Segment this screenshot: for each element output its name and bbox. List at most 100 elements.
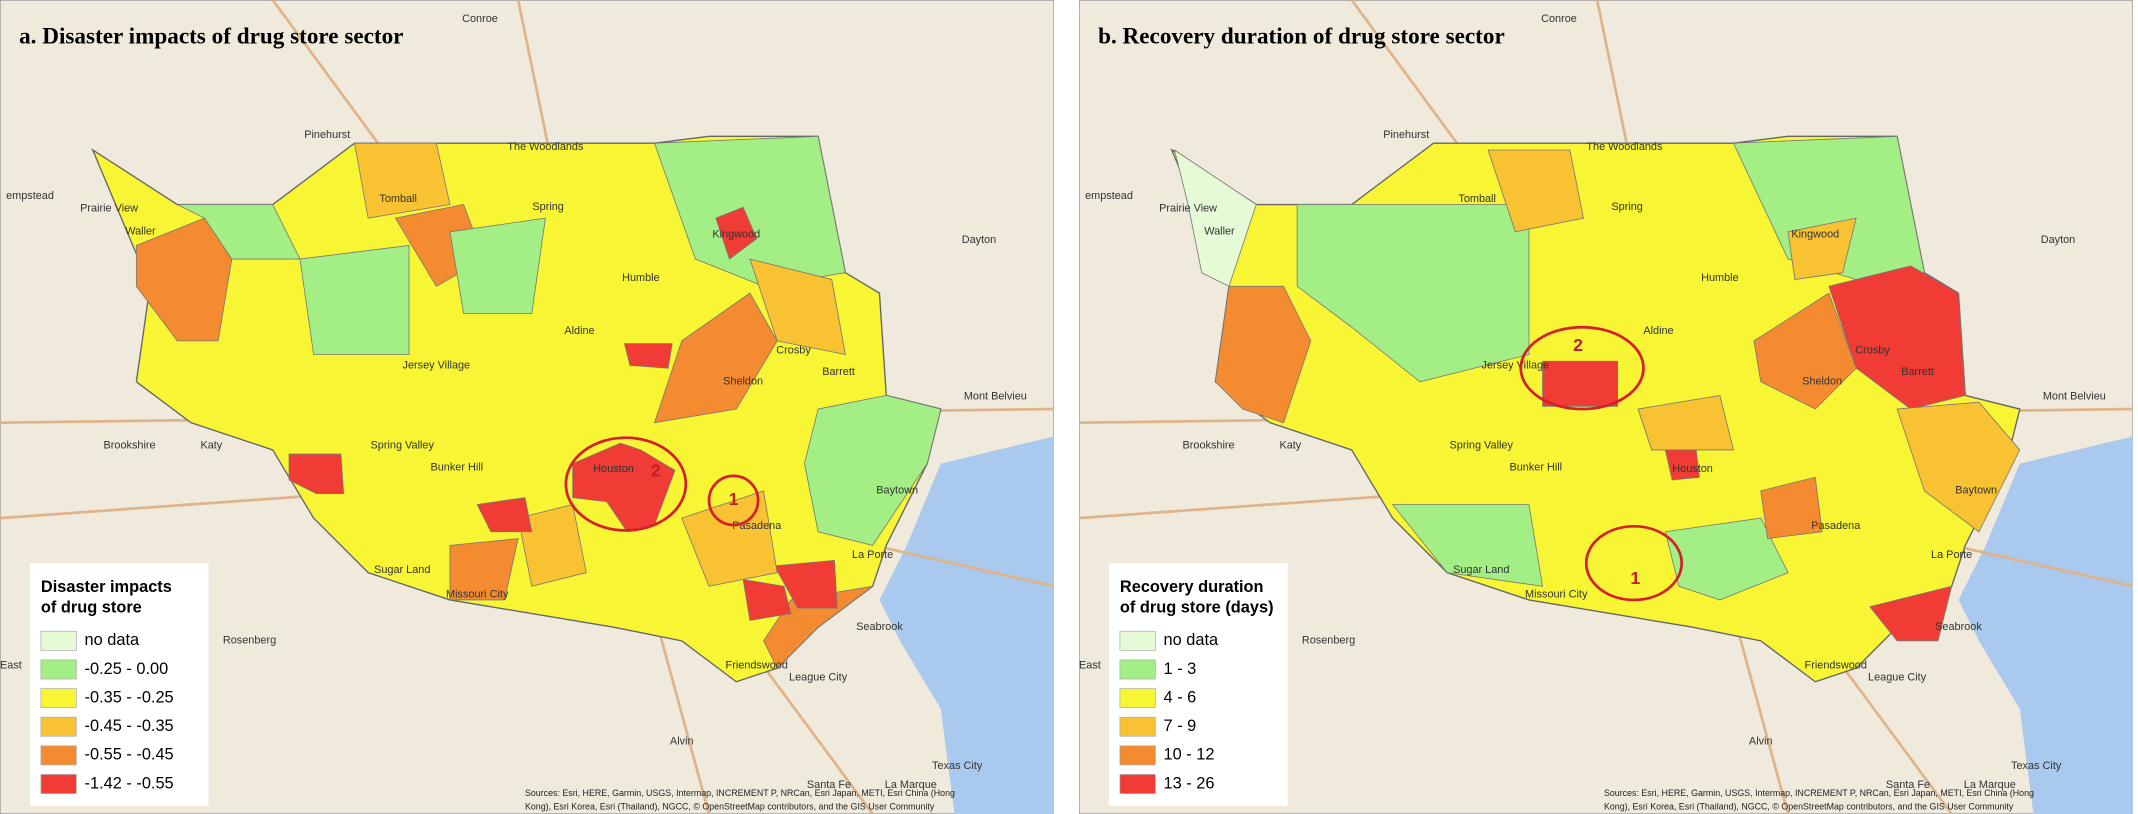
place-label: Sugar Land	[374, 564, 430, 576]
place-label: Barrett	[822, 366, 855, 378]
legend-title: of drug store (days)	[1120, 598, 1274, 616]
place-label: Brookshire	[104, 440, 156, 452]
place-label: Spring Valley	[1450, 440, 1514, 452]
water	[1958, 436, 2133, 814]
zone	[742, 578, 792, 621]
place-label: Spring	[532, 201, 563, 213]
zone	[653, 292, 778, 424]
place-label: Mont Belvieu	[964, 391, 1027, 403]
place-label: Pinehurst	[1383, 129, 1429, 141]
place-label: Katy	[200, 440, 222, 452]
legend-label: 13 - 26	[1164, 774, 1215, 792]
place-label: Brookshire	[1183, 440, 1235, 452]
legend-label: 1 - 3	[1164, 660, 1197, 678]
place-label: Katy	[1279, 440, 1301, 452]
place-label: Jersey Village	[1482, 359, 1550, 371]
legend-label: no data	[1164, 631, 1219, 649]
zone	[449, 538, 519, 601]
place-label: La Porte	[1931, 549, 1972, 561]
place-label: Texas City	[2011, 760, 2062, 772]
sources: Kong), Esri Korea, Esri (Thailand), NGCC…	[525, 802, 935, 812]
place-label: Crosby	[776, 344, 811, 356]
zone	[1487, 149, 1584, 233]
place-label: Humble	[622, 272, 660, 284]
place-label: Pasadena	[1811, 520, 1861, 532]
place-label: La Porte	[852, 549, 893, 561]
place-label: Baytown	[876, 485, 918, 497]
sources: Sources: Esri, HERE, Garmin, USGS, Inter…	[525, 788, 955, 798]
annotation: 2	[651, 460, 661, 480]
place-label: Rosenberg	[1302, 635, 1355, 647]
place-label: Bunker Hill	[430, 462, 483, 474]
legend-swatch	[1119, 774, 1156, 794]
place-label: Bunker Hill	[1509, 462, 1562, 474]
zone	[1542, 360, 1618, 407]
place-label: La Marque	[1964, 779, 2016, 791]
legend-box	[30, 563, 209, 806]
place-label: Missouri City	[1525, 588, 1588, 600]
zone	[1787, 217, 1857, 280]
zone	[1173, 149, 1257, 287]
zone	[177, 204, 301, 260]
place-label: Kingwood	[1791, 228, 1839, 240]
place-label: League City	[1868, 672, 1927, 684]
place-label: Houston	[593, 463, 634, 475]
place-label: Seabrook	[1935, 621, 1982, 633]
zone	[715, 206, 758, 260]
zone	[354, 142, 451, 219]
zone	[1214, 285, 1312, 424]
zone	[1869, 585, 1953, 642]
zone	[1637, 394, 1735, 451]
place-label: Kingwood	[712, 228, 760, 240]
zone	[1391, 504, 1544, 587]
legend-swatch	[40, 659, 77, 680]
sources: Sources: Esri, HERE, Garmin, USGS, Inter…	[1604, 788, 2034, 798]
place-label: Sheldon	[723, 376, 763, 388]
place-label: Santa Fe	[807, 779, 851, 791]
highlight-circle	[564, 436, 688, 532]
legend-label: 10 - 12	[1164, 746, 1215, 764]
place-label: East	[1079, 659, 1101, 671]
place-label: Sheldon	[1802, 376, 1842, 388]
place-label: Aldine	[564, 325, 594, 337]
water	[879, 436, 1054, 814]
highlight-circle	[1584, 524, 1684, 602]
legend-swatch	[1119, 745, 1156, 766]
legend-box	[1109, 563, 1288, 806]
place-label: Baytown	[1955, 485, 1997, 497]
zone	[1896, 401, 2021, 533]
place-label: Aldine	[1643, 325, 1673, 337]
annotation: 1	[1630, 568, 1640, 588]
place-label: Seabrook	[856, 621, 903, 633]
place-label: Missouri City	[446, 588, 509, 600]
annotation: 2	[1573, 335, 1583, 355]
legend-swatch	[1119, 630, 1156, 651]
zone	[449, 217, 546, 315]
place-label: Spring Valley	[371, 440, 435, 452]
panel-title: a. Disaster impacts of drug store sector	[19, 23, 403, 49]
legend-label: -1.42 - -0.55	[85, 774, 174, 792]
place-label: The Woodlands	[507, 141, 584, 153]
legend-title: Recovery duration	[1120, 578, 1264, 596]
zone	[288, 453, 345, 494]
zone	[476, 497, 533, 533]
legend-swatch	[40, 745, 77, 766]
place-label: Crosby	[1855, 344, 1890, 356]
place-label: Tomball	[1458, 193, 1496, 205]
place-label: Santa Fe	[1886, 779, 1930, 791]
legend-label: 7 - 9	[1164, 717, 1197, 735]
zone	[749, 258, 846, 356]
place-label: Sugar Land	[1453, 564, 1509, 576]
place-label: Jersey Village	[403, 359, 471, 371]
place-label: Conroe	[462, 13, 498, 25]
map-panel: Conroe Pinehurst The Woodlands Tomball Sprin…	[1079, 0, 2133, 814]
place-label: Pinehurst	[304, 129, 350, 141]
place-label: Mont Belvieu	[2043, 391, 2106, 403]
legend-swatch	[40, 688, 77, 708]
panel-title: b. Recovery duration of drug store secto…	[1098, 23, 1505, 49]
sources: Kong), Esri Korea, Esri (Thailand), NGCC…	[1604, 802, 2014, 812]
zone	[1753, 292, 1857, 410]
place-label: Dayton	[962, 234, 997, 246]
zone	[763, 585, 873, 669]
